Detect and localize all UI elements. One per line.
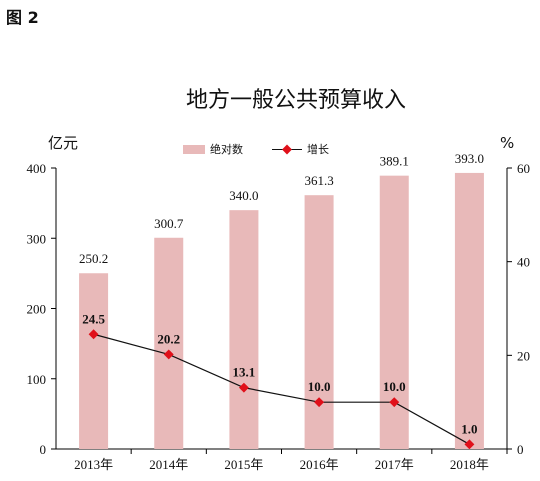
left-tick-label: 100 (27, 372, 47, 387)
bar-data-label: 300.7 (154, 216, 184, 231)
x-tick-label: 2013年 (74, 457, 113, 472)
figure-label: 图 2 (6, 8, 39, 27)
bar-data-label: 393.0 (455, 151, 484, 166)
right-axis-unit: % (500, 134, 514, 152)
bar-data-label: 361.3 (304, 173, 333, 188)
bar (454, 172, 484, 450)
right-tick-label: 40 (517, 255, 530, 270)
chart-title: 地方一般公共预算收入 (186, 88, 406, 113)
bar (304, 195, 334, 449)
legend: 绝对数 增长 (183, 142, 329, 156)
x-tick-label: 2018年 (450, 457, 489, 472)
bar-data-label: 250.2 (79, 251, 108, 266)
growth-data-label: 13.1 (233, 365, 256, 380)
bar (154, 237, 184, 449)
left-tick-label: 400 (27, 161, 47, 176)
growth-data-label: 24.5 (82, 311, 105, 326)
growth-data-label: 1.0 (461, 421, 477, 436)
growth-point (314, 397, 325, 408)
right-tick-label: 0 (517, 442, 524, 457)
legend-line-label: 增长 (307, 142, 329, 156)
bar (229, 210, 259, 449)
bar (79, 273, 109, 449)
right-tick-label: 20 (517, 348, 530, 363)
right-tick-label: 60 (517, 161, 530, 176)
growth-point (163, 349, 174, 360)
plot-area: 0 100 200 300 400 0 20 40 60 2013年 2014年 2015年 2016年… (27, 151, 531, 472)
left-axis-unit: 亿元 (48, 134, 78, 152)
x-tick-label: 2017年 (375, 457, 414, 472)
growth-point (389, 397, 400, 408)
left-tick-label: 200 (27, 302, 47, 317)
legend-bar-label: 绝对数 (210, 142, 243, 156)
left-tick-label: 0 (40, 442, 47, 457)
bar-data-label: 340.0 (229, 188, 258, 203)
growth-data-label: 10.0 (308, 379, 331, 394)
growth-point (238, 382, 249, 393)
bar-data-label: 389.1 (380, 154, 409, 169)
left-tick-label: 300 (27, 231, 47, 246)
growth-line (93, 333, 470, 445)
growth-data-label: 20.2 (157, 331, 180, 346)
growth-point (464, 439, 475, 450)
legend-marker-swatch (282, 144, 292, 155)
x-tick-label: 2016年 (300, 457, 339, 472)
legend-bar-swatch (183, 145, 205, 154)
x-tick-label: 2014年 (149, 457, 188, 472)
growth-data-label: 10.0 (383, 379, 406, 394)
x-tick-label: 2015年 (224, 457, 263, 472)
